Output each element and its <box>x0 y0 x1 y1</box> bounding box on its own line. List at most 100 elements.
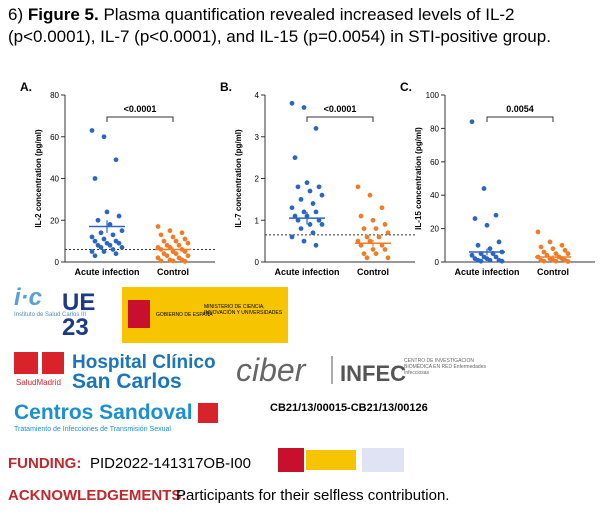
data-point <box>367 192 373 198</box>
logos: i·c Instituto de Salud Carlos III UE 23 … <box>8 284 486 504</box>
data-point <box>158 232 164 238</box>
data-point <box>92 176 98 181</box>
data-point <box>382 222 388 227</box>
y-tick-label: 40 <box>430 191 439 200</box>
data-point <box>298 196 304 202</box>
y-tick-label: 3 <box>255 133 260 142</box>
data-point <box>310 201 316 206</box>
y-tick-label: 0 <box>55 258 60 267</box>
data-point <box>562 247 568 253</box>
p-value: <0.0001 <box>124 104 157 114</box>
agency-mini <box>362 448 404 472</box>
data-point <box>182 258 188 264</box>
isciii-mark: i·c <box>14 284 42 311</box>
ciber-desc-box: CENTRO DE INVESTIGACIÓN BIOMÉDICA EN RED… <box>404 358 486 376</box>
data-point <box>385 230 391 236</box>
significance-bracket <box>106 116 174 122</box>
data-point <box>98 230 104 236</box>
data-point <box>101 249 107 254</box>
x-tick-label: Acute infection <box>74 267 139 277</box>
coat-of-arms-2 <box>278 448 304 472</box>
p-value: 0.0054 <box>506 104 534 114</box>
data-point <box>355 184 361 190</box>
data-point <box>358 213 364 219</box>
salud-mark <box>14 352 38 374</box>
grants: CB21/13/00015-CB21/13/00126 <box>270 402 428 414</box>
data-point <box>155 224 161 229</box>
data-point <box>98 244 104 250</box>
salud-mark-3 <box>198 403 218 423</box>
data-point <box>376 234 382 240</box>
data-point <box>182 236 188 242</box>
data-point <box>493 254 499 260</box>
data-point <box>319 222 325 227</box>
data-point <box>379 205 385 211</box>
y-tick-label: 60 <box>430 158 439 167</box>
y-tick-label: 2 <box>255 175 260 184</box>
data-point <box>289 234 295 240</box>
data-point <box>373 226 379 232</box>
data-point <box>92 253 98 259</box>
data-point <box>304 180 310 186</box>
data-point <box>370 247 376 252</box>
data-point <box>382 247 388 252</box>
data-point <box>313 209 319 215</box>
y-axis-label: IL-2 concentration (pg/ml) <box>34 129 43 228</box>
data-point <box>541 258 547 264</box>
data-point <box>164 253 170 259</box>
data-point <box>161 238 167 244</box>
y-tick-label: 1 <box>255 216 260 225</box>
data-point <box>559 242 565 248</box>
data-point <box>89 128 95 133</box>
data-point <box>182 249 188 254</box>
data-point <box>173 238 179 244</box>
funding: PID2022-141317OB-I00 <box>90 455 251 472</box>
significance-bracket <box>306 116 374 122</box>
y-tick-label: 4 <box>255 91 260 100</box>
data-point <box>107 222 113 227</box>
ack-label: ACKNOWLEDGEMENTS: <box>8 487 186 504</box>
data-point <box>301 209 307 215</box>
data-point <box>319 192 325 198</box>
funding-label: FUNDING: <box>8 455 81 472</box>
data-point <box>469 119 475 125</box>
data-point <box>478 258 484 264</box>
data-point <box>167 228 173 234</box>
data-point <box>155 255 161 261</box>
data-point <box>481 186 487 191</box>
data-point <box>95 217 101 223</box>
data-point <box>493 212 499 218</box>
data-point <box>385 255 391 261</box>
x-tick-label: Control <box>537 267 569 277</box>
ack: Participants for their selfless contribu… <box>176 487 449 504</box>
coat-of-arms <box>128 300 150 328</box>
data-point <box>116 240 122 246</box>
data-point <box>113 157 119 163</box>
y-tick-label: 20 <box>430 225 439 234</box>
data-point <box>170 234 176 240</box>
data-point <box>313 242 319 248</box>
data-point <box>316 184 322 190</box>
header-text: Plasma quantification revealed increased… <box>8 5 551 46</box>
figure-label: Figure 5. <box>27 5 99 24</box>
data-point <box>472 216 478 221</box>
y-tick-label: 20 <box>50 216 59 225</box>
infec: INFEC <box>340 361 406 386</box>
data-point <box>292 155 298 161</box>
panel-label: B. <box>220 80 232 94</box>
ministerio-box: MINISTERIO DE CIENCIA, INNOVACIÓN Y UNIV… <box>204 304 282 316</box>
data-point <box>550 246 556 252</box>
data-point <box>298 226 304 232</box>
header: 6) Figure 5. Plasma quantification revea… <box>8 4 598 48</box>
data-point <box>553 258 559 264</box>
data-point <box>367 238 373 244</box>
data-point <box>89 234 95 240</box>
data-point <box>355 238 361 244</box>
data-point <box>104 209 110 215</box>
data-point <box>475 242 481 248</box>
data-point <box>364 255 370 261</box>
data-point <box>110 247 116 252</box>
data-point <box>173 251 179 257</box>
